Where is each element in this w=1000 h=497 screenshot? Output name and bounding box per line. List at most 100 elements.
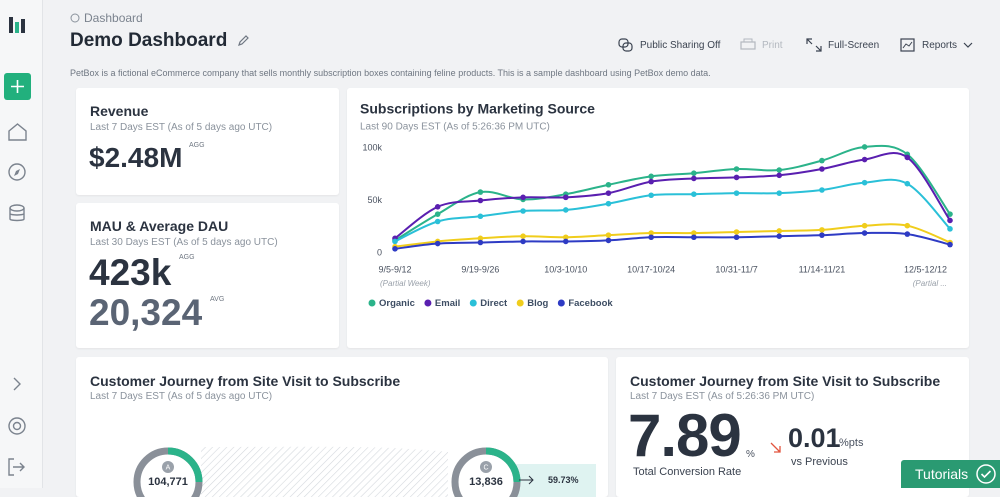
conversion-unit: % bbox=[746, 449, 755, 460]
data-point bbox=[733, 229, 740, 235]
y-tick-label: 100k bbox=[362, 142, 382, 152]
rate-arrow bbox=[519, 475, 534, 485]
edit-icon[interactable] bbox=[236, 34, 250, 48]
plus-icon bbox=[11, 80, 24, 93]
series-line bbox=[394, 231, 951, 250]
data-point bbox=[477, 189, 484, 195]
data-point bbox=[648, 230, 654, 236]
explore-icon[interactable] bbox=[8, 163, 26, 181]
data-point bbox=[434, 218, 441, 225]
legend-marker bbox=[424, 299, 432, 307]
data-point bbox=[434, 204, 441, 210]
series-line bbox=[394, 178, 951, 243]
breadcrumb-icon bbox=[70, 13, 80, 23]
chevron-icon bbox=[963, 42, 973, 48]
data-point bbox=[691, 170, 697, 176]
card-subtitle: Last 7 Days EST (As of 5:26:36 PM UTC) bbox=[630, 391, 815, 402]
change-arrow bbox=[770, 442, 781, 453]
conversion-label: Total Conversion Rate bbox=[633, 466, 742, 478]
chart-subtitle: Last 90 Days EST (As of 5:26:36 PM UTC) bbox=[360, 122, 550, 133]
data-point bbox=[861, 156, 868, 163]
tutorials-button[interactable]: Tutorials bbox=[901, 460, 1000, 488]
expand-icon[interactable] bbox=[13, 377, 21, 391]
logout-icon[interactable] bbox=[8, 458, 25, 476]
subscriptions-card[interactable]: Subscriptions by Marketing Source Last 9… bbox=[347, 88, 969, 348]
print-button[interactable]: Print bbox=[740, 38, 783, 52]
step-value: 13,836 bbox=[469, 476, 503, 488]
data-point bbox=[904, 222, 911, 229]
data-point bbox=[605, 181, 612, 188]
print-icon bbox=[740, 38, 756, 50]
sidebar-icons bbox=[4, 17, 31, 476]
data-point bbox=[520, 238, 526, 245]
data-point bbox=[819, 166, 825, 172]
data-point bbox=[733, 190, 740, 196]
check-icon bbox=[976, 464, 996, 484]
data-point bbox=[947, 217, 953, 224]
legend-label: Blog bbox=[527, 298, 548, 309]
legend-item[interactable]: Email bbox=[424, 298, 460, 309]
reports-button[interactable]: Reports bbox=[900, 38, 973, 52]
breadcrumb[interactable]: Dashboard bbox=[70, 11, 143, 25]
value-tag: AGG bbox=[189, 142, 205, 149]
x-tick-note: (Partial Week) bbox=[380, 279, 431, 288]
data-point bbox=[776, 190, 783, 196]
card-title: Revenue bbox=[90, 103, 149, 119]
mau-value: 423k bbox=[89, 252, 172, 293]
compass-needle bbox=[14, 169, 20, 176]
legend-item[interactable]: Organic bbox=[368, 298, 415, 309]
x-tick-label: 10/17-10/24 bbox=[627, 264, 675, 274]
y-tick-label: 50k bbox=[367, 195, 382, 205]
change-value: 0.01 bbox=[788, 423, 841, 453]
legend-label: Organic bbox=[379, 298, 415, 309]
data-point bbox=[861, 230, 868, 236]
data-point bbox=[776, 172, 783, 179]
line-chart: Subscriptions by Marketing Source Last 9… bbox=[360, 101, 953, 309]
card-title: Customer Journey from Site Visit to Subs… bbox=[630, 373, 941, 389]
button-label: Reports bbox=[922, 39, 958, 51]
data-point bbox=[691, 175, 697, 182]
sharing-button[interactable]: Public Sharing Off bbox=[618, 38, 720, 52]
data-point bbox=[605, 190, 612, 196]
data-point bbox=[477, 197, 484, 204]
legend-item[interactable]: Direct bbox=[469, 298, 508, 309]
reports-icon bbox=[900, 38, 915, 52]
fullscreen-button[interactable]: Full-Screen bbox=[806, 38, 879, 52]
value-tag: AGG bbox=[179, 254, 195, 261]
data-point bbox=[562, 207, 569, 213]
legend-item[interactable]: Facebook bbox=[557, 298, 614, 309]
dau-value: 20,324 bbox=[89, 292, 203, 333]
data-point bbox=[691, 191, 697, 197]
data-point bbox=[904, 154, 911, 161]
data-point bbox=[605, 232, 612, 238]
data-point bbox=[733, 174, 740, 181]
funnel: A 104,771 C 13,836 59.73% bbox=[133, 446, 596, 497]
help-icon[interactable] bbox=[8, 417, 26, 435]
step-badge bbox=[162, 461, 174, 473]
data-point bbox=[776, 228, 783, 234]
data-point bbox=[904, 231, 911, 237]
mau-card[interactable]: MAU & Average DAU Last 30 Days EST (As o… bbox=[76, 203, 339, 348]
card-subtitle: Last 7 Days EST (As of 5 days ago UTC) bbox=[90, 391, 273, 402]
legend-marker bbox=[516, 299, 524, 307]
revenue-value: $2.48M bbox=[89, 142, 183, 173]
x-tick-label: 10/31-11/7 bbox=[715, 264, 757, 274]
data-point bbox=[520, 194, 526, 201]
x-tick-label: 9/5-9/12 bbox=[378, 264, 411, 274]
database-icon[interactable] bbox=[9, 204, 25, 222]
data-point bbox=[861, 222, 868, 229]
data-point bbox=[392, 246, 398, 252]
data-point bbox=[648, 178, 654, 185]
data-point bbox=[947, 211, 953, 217]
legend-marker bbox=[557, 299, 565, 307]
logo bbox=[9, 17, 25, 33]
revenue-card[interactable]: Revenue Last 7 Days EST (As of 5 days ag… bbox=[76, 88, 339, 195]
legend-item[interactable]: Blog bbox=[516, 298, 549, 309]
step-badge bbox=[480, 461, 492, 473]
data-point bbox=[733, 234, 740, 241]
funnel-card[interactable]: Customer Journey from Site Visit to Subs… bbox=[76, 357, 608, 497]
home-icon[interactable] bbox=[8, 123, 27, 141]
data-point bbox=[520, 233, 526, 239]
data-point bbox=[819, 232, 825, 238]
